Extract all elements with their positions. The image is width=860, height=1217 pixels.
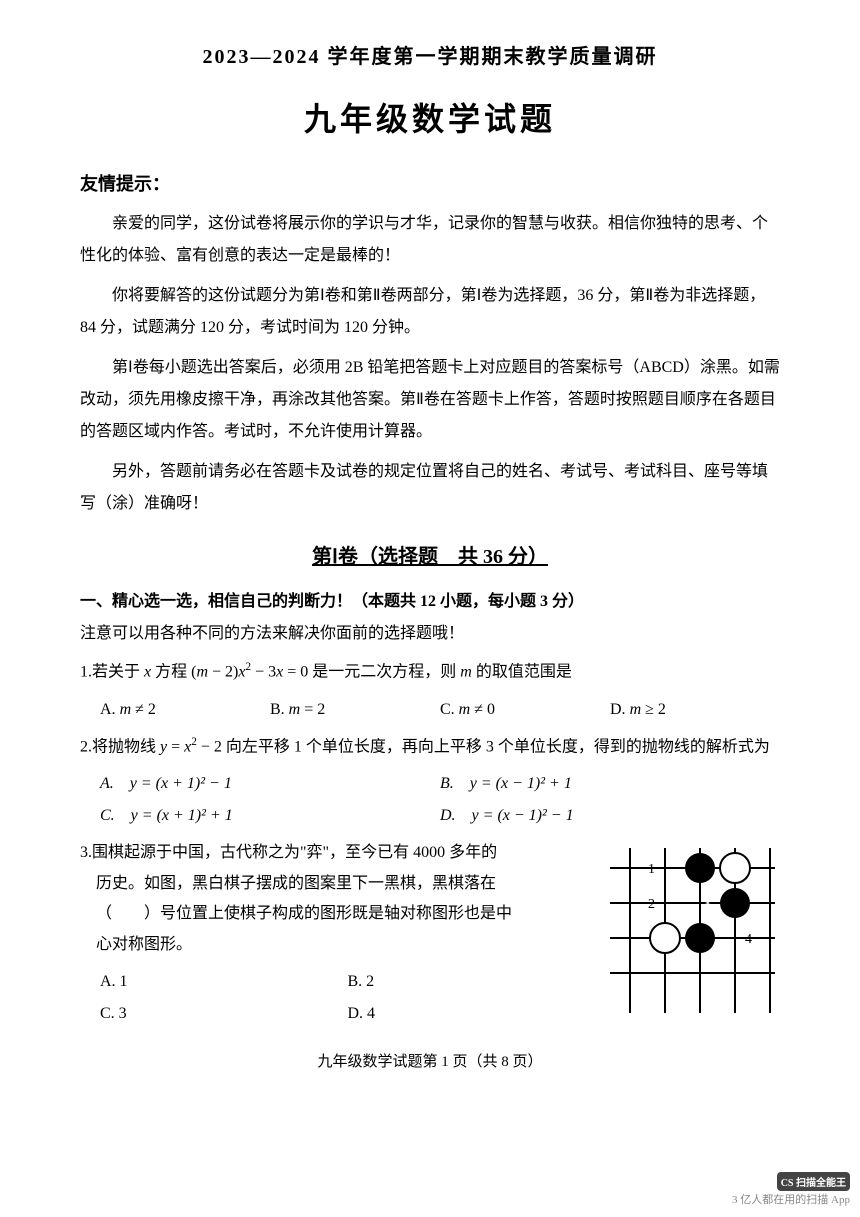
label-1: 1 [648,862,655,877]
option-c: C. 3 [100,998,348,1030]
section-instruction-bold: 一、精心选一选，相信自己的判断力！（本题共 12 小题，每小题 3 分） [80,587,780,611]
option-b: B. y = (x − 1)² + 1 [440,768,780,800]
go-board-diagram: 1 2 3 4 [605,843,780,1030]
hint-paragraph: 亲爱的同学，这份试卷将展示你的学识与才华，记录你的智慧与收获。相信你独特的思考、… [80,208,780,272]
section-1-title: 第Ⅰ卷（选择题 共 36 分） [80,540,780,569]
question-1: 1.若关于 x 方程 (m − 2)x2 − 3x = 0 是一元二次方程，则 … [80,657,780,726]
option-c: C. y = (x + 1)² + 1 [100,800,440,832]
label-2: 2 [648,897,655,912]
option-c: C. m ≠ 0 [440,694,610,726]
hint-label: 友情提示： [80,170,780,196]
option-a: A. m ≠ 2 [100,694,270,726]
option-b: B. 2 [348,966,596,998]
option-a: A. 1 [100,966,348,998]
exam-header: 2023—2024 学年度第一学期期末教学质量调研 [80,40,780,69]
label-3: 3 [704,897,711,912]
page-footer: 九年级数学试题第 1 页（共 8 页） [80,1050,780,1071]
hint-paragraph: 另外，答题前请务必在答题卡及试卷的规定位置将自己的姓名、考试号、考试科目、座号等… [80,456,780,520]
option-d: D. 4 [348,998,596,1030]
hint-paragraph: 第Ⅰ卷每小题选出答案后，必须用 2B 铅笔把答题卡上对应题目的答案标号（ABCD… [80,352,780,448]
exam-title: 九年级数学试题 [80,94,780,140]
option-a: A. y = (x + 1)² − 1 [100,768,440,800]
option-d: D. y = (x − 1)² − 1 [440,800,780,832]
option-d: D. m ≥ 2 [610,694,780,726]
section-instruction: 注意可以用各种不同的方法来解决你面前的选择题哦！ [80,619,780,643]
scan-watermark: CS 扫描全能王 3 亿人都在用的扫描 App [732,1172,850,1207]
question-3: 3.围棋起源于中国，古代称之为"弈"，至今已有 4000 多年的 历史。如图，黑… [80,838,780,1030]
option-b: B. m = 2 [270,694,440,726]
hint-paragraph: 你将要解答的这份试题分为第Ⅰ卷和第Ⅱ卷两部分，第Ⅰ卷为选择题，36 分，第Ⅱ卷为… [80,280,780,344]
label-4: 4 [745,932,752,947]
question-2: 2.将抛物线 y = x2 − 2 向左平移 1 个单位长度，再向上平移 3 个… [80,732,780,833]
